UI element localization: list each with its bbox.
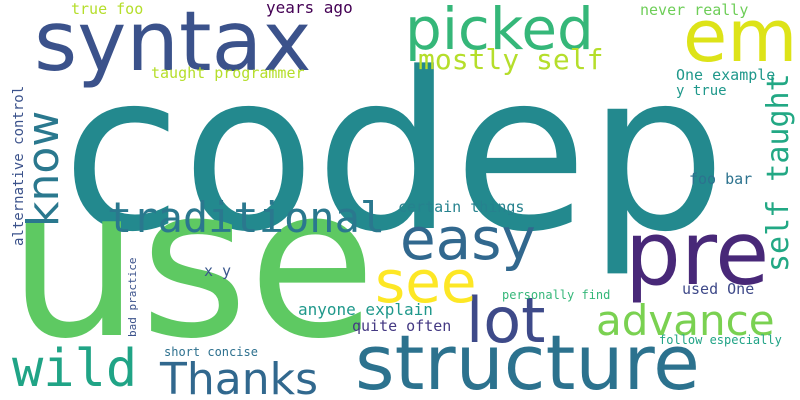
word-picked: picked	[405, 0, 594, 63]
word-follow-especially: follow especially	[659, 333, 782, 347]
word-thanks: Thanks	[160, 354, 319, 400]
word-short-concise: short concise	[164, 345, 258, 359]
word-em: em	[683, 0, 798, 78]
word-personally-find: personally find	[502, 288, 611, 302]
word-years-ago: years ago	[266, 0, 353, 17]
word-lot: lot	[466, 284, 546, 357]
word-never-really: never really	[640, 1, 749, 19]
word-one-example: One example	[676, 66, 776, 84]
word-know: know	[18, 110, 69, 227]
word-advance: advance	[596, 296, 775, 345]
word-codep: codep	[62, 27, 727, 280]
word-used-one: used One	[682, 280, 755, 298]
word-wild: wild	[12, 339, 138, 399]
word-foo-bar: foo bar	[689, 170, 753, 188]
word-see: see	[375, 248, 477, 316]
word-true-foo: true foo	[71, 0, 144, 18]
word-bad-practice: bad practice	[126, 257, 139, 337]
word-mostly-self: mostly self	[418, 43, 604, 76]
word-syntax: syntax	[34, 0, 312, 90]
word-anyone-explain: anyone explain	[298, 300, 433, 319]
word-self-taught: self taught	[761, 73, 796, 272]
word-x-y: x y	[204, 262, 232, 280]
word-traditional: traditional	[107, 193, 386, 242]
word-structure: structure	[355, 318, 700, 400]
word-alternative-control: alternative control	[11, 85, 27, 246]
word-pre: pre	[625, 202, 770, 305]
word-use: use	[8, 143, 377, 385]
word-taught-programmer: taught programmer	[151, 64, 305, 82]
word-y-true: y true	[676, 83, 727, 99]
word-quite-often: quite often	[352, 317, 452, 335]
word-certain-things: certain things	[398, 198, 525, 216]
word-easy: easy	[400, 205, 536, 273]
